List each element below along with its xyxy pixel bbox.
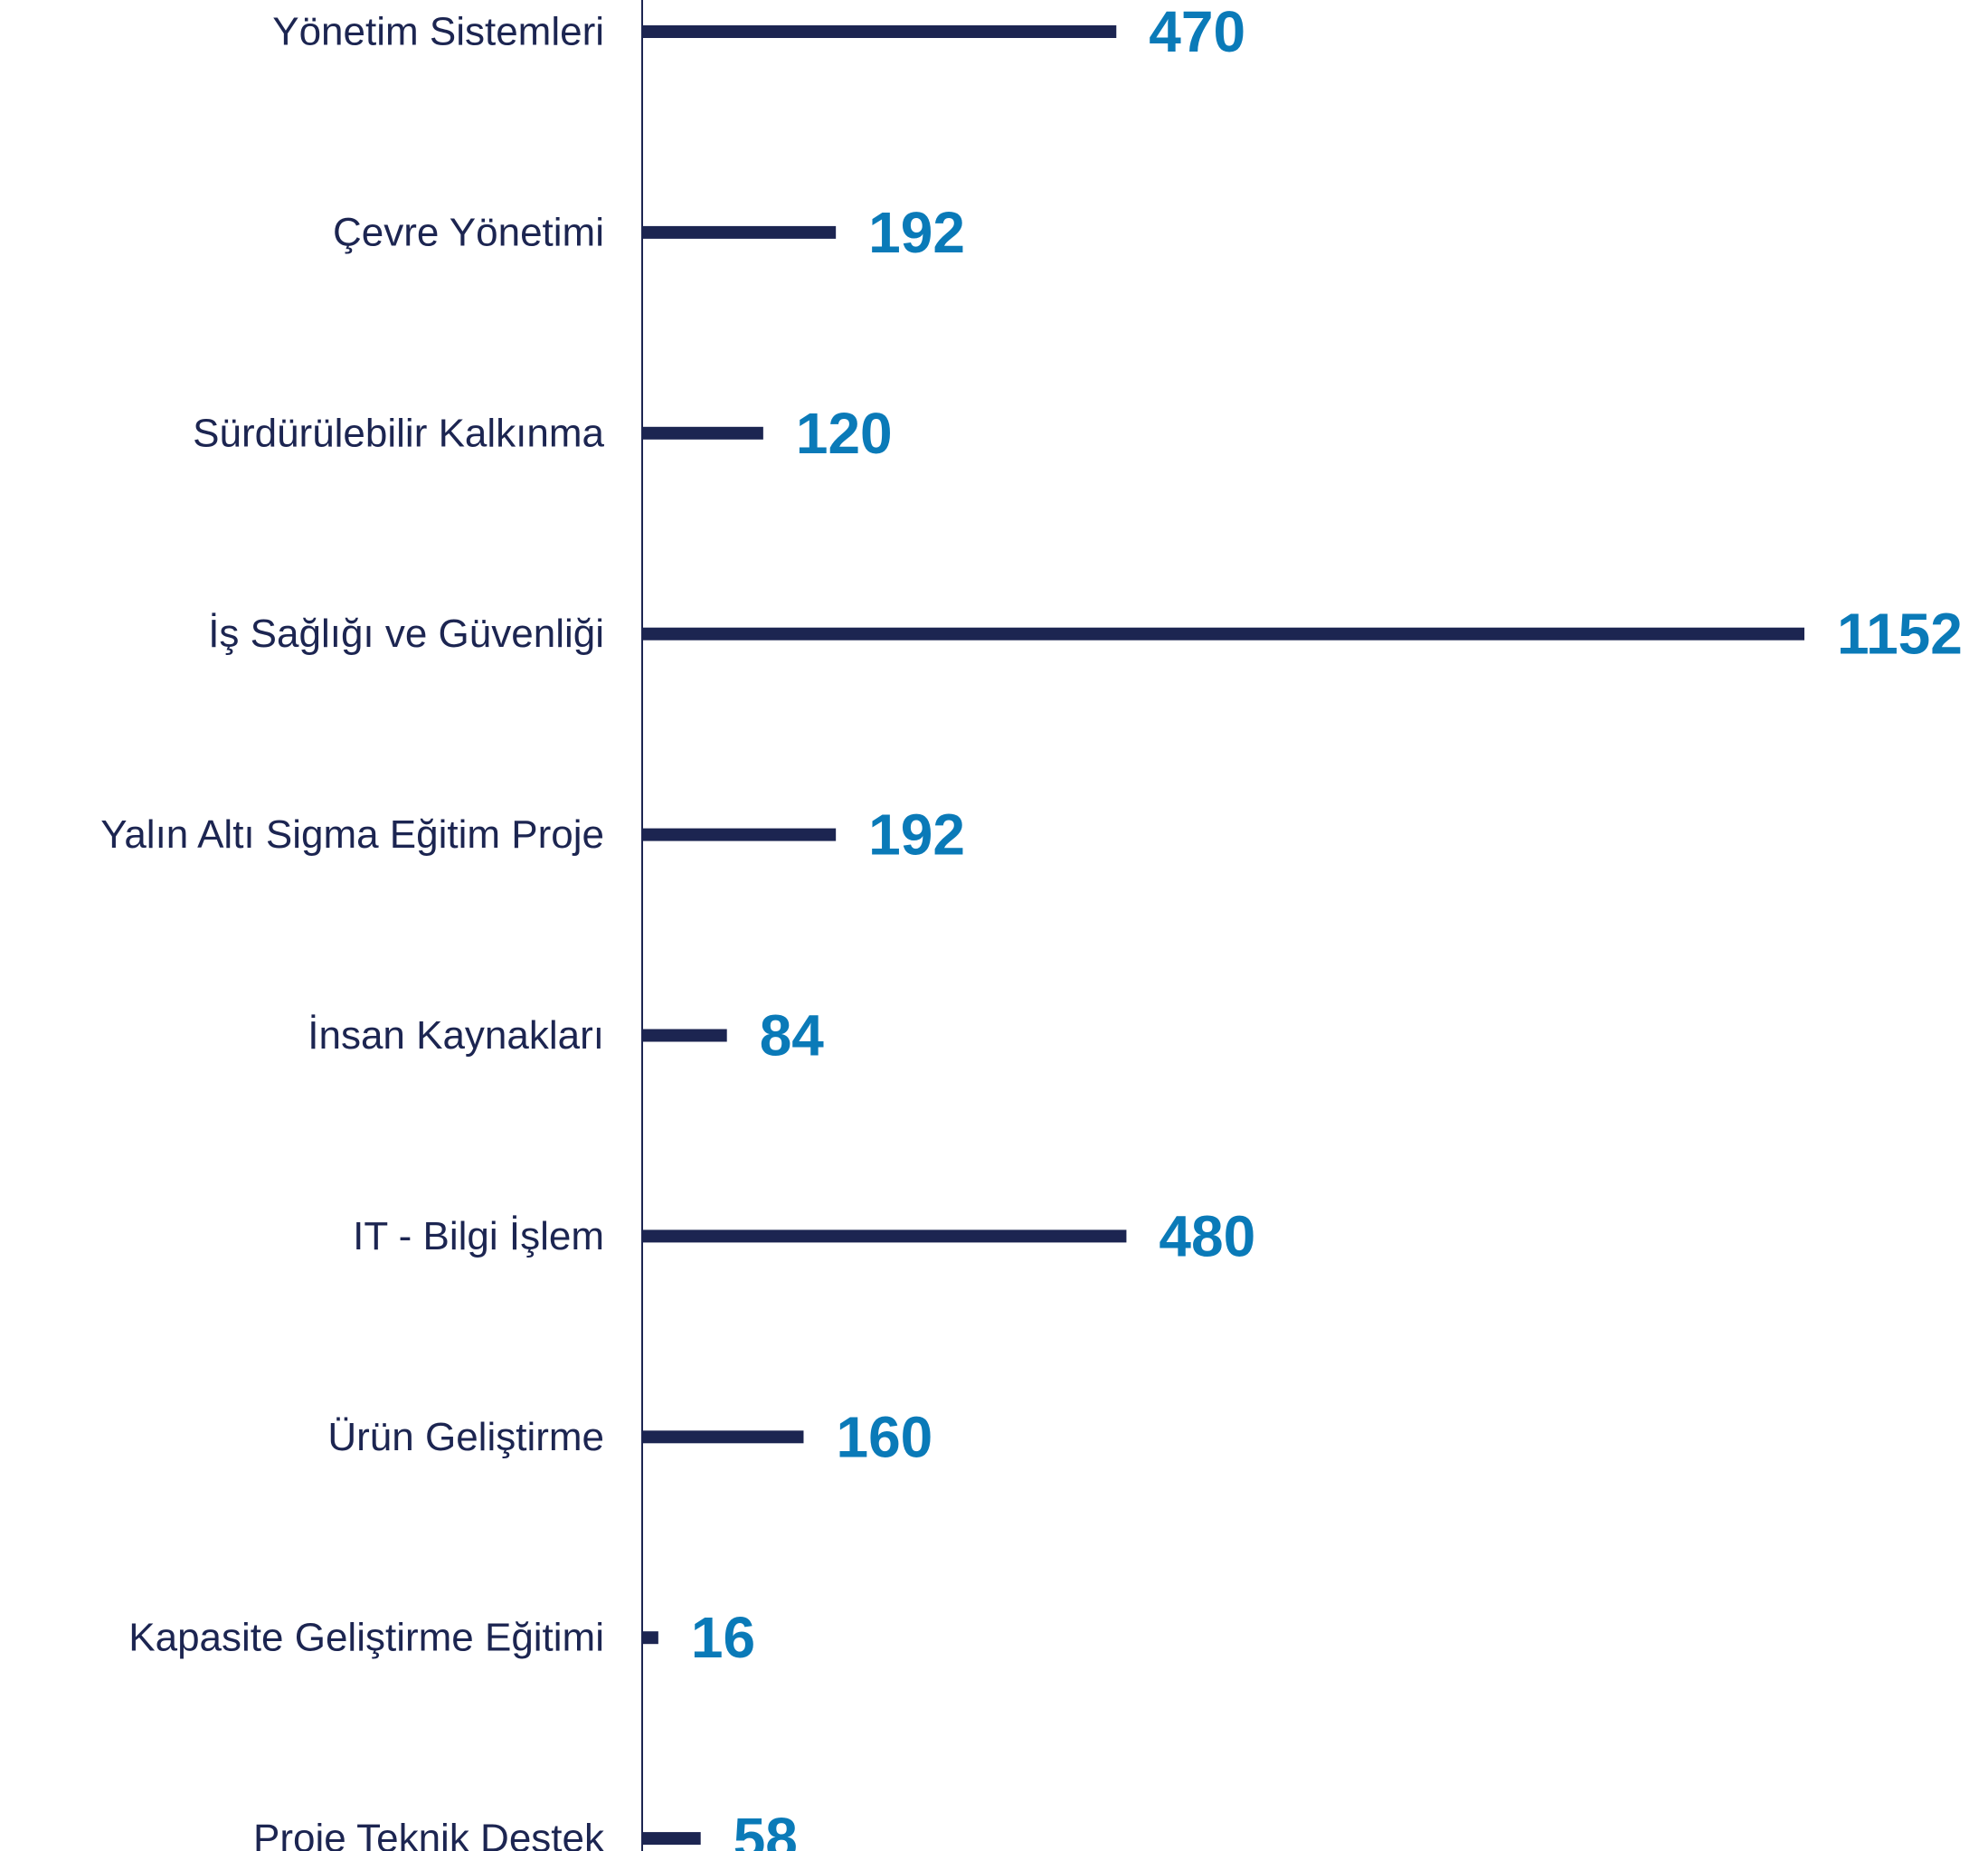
value-label: 16: [691, 1605, 755, 1670]
value-label: 470: [1149, 0, 1245, 64]
value-label: 58: [734, 1806, 798, 1851]
bar: [642, 1631, 658, 1645]
category-label: Sürdürülebilir Kalkınma: [193, 411, 604, 455]
category-label: IT - Bilgi İşlem: [353, 1214, 604, 1258]
value-label: 192: [868, 802, 965, 868]
category-label: Proje Teknik Destek: [253, 1817, 605, 1851]
bar: [642, 1430, 804, 1444]
bar: [642, 1832, 701, 1846]
category-label: Yalın Altı Sigma Eğitim Proje: [100, 812, 604, 857]
value-label: 160: [836, 1404, 932, 1469]
category-label: Kapasite Geliştirme Eğitimi: [128, 1616, 604, 1660]
value-label: 84: [760, 1003, 825, 1068]
category-label: İş Sağlığı ve Güvenliği: [208, 612, 604, 656]
category-label: Çevre Yönetimi: [333, 210, 604, 254]
bar: [642, 627, 1804, 641]
bar: [642, 1229, 1127, 1243]
bar: [642, 828, 837, 841]
value-label: 1152: [1837, 602, 1963, 667]
value-label: 120: [796, 401, 893, 466]
value-label: 480: [1159, 1203, 1255, 1268]
category-label: İnsan Kaynakları: [308, 1013, 604, 1058]
bar: [642, 1029, 727, 1042]
bar: [642, 426, 763, 440]
value-label: 192: [868, 200, 965, 265]
bar: [642, 25, 1117, 38]
category-label: Yönetim Sistemleri: [272, 10, 604, 54]
category-label: Ürün Geliştirme: [327, 1415, 604, 1459]
bar: [642, 225, 837, 239]
